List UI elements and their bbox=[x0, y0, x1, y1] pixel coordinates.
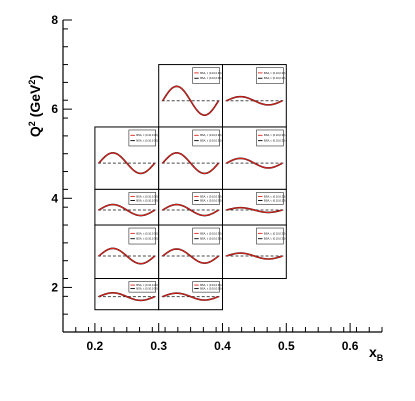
panel-legend-text: BSA, t: (0.10,0.30) bbox=[200, 283, 221, 287]
panel-legend-text: BSA, t: (0.10,0.30) bbox=[136, 133, 157, 137]
panel-legend-text: BSA, t: (0.10,0.30) bbox=[200, 286, 221, 290]
kinematic-bin-panel: BSA, t: (0.10,0.30)BSA, t: (0.10,0.30) bbox=[158, 188, 223, 226]
panel-legend-box bbox=[192, 129, 220, 147]
panel-legend: BSA, t: (0.10,0.30) BSA, t: (0.10,0.30) bbox=[256, 129, 285, 147]
panel-legend-text: BSA, t: (0.10,0.30) bbox=[264, 76, 285, 80]
x-tick-label: 0.5 bbox=[278, 339, 295, 353]
panel-legend-text: BSA, t: (0.10,0.30) bbox=[200, 71, 221, 75]
panel-legend-box bbox=[192, 281, 220, 293]
kinematic-bin-panel: BSA, t: (0.10,0.30) BSA, t: (0.10,0.30) bbox=[222, 126, 287, 190]
x-axis-title-sub: B bbox=[377, 353, 384, 363]
panel-model-curve bbox=[98, 152, 156, 175]
panel-legend-box bbox=[192, 227, 220, 245]
panel-model-curve bbox=[162, 204, 219, 217]
panel-legend: BSA, t: (0.10,0.30)BSA, t: (0.10,0.30) bbox=[256, 192, 285, 205]
kinematic-bin-panel: BSA, t: (0.10,0.30)BSA, t: (0.10,0.30) bbox=[158, 278, 223, 311]
panel-legend-text: BSA, t: (0.10,0.30) bbox=[200, 237, 221, 241]
panel-legend-box bbox=[192, 192, 220, 205]
x-tick-label: 0.4 bbox=[214, 339, 231, 353]
y-axis-title: Q2 (GeV2) bbox=[27, 75, 43, 137]
panel-legend: BSA, t: (0.10,0.30) BSA, t: (0.10,0.30) bbox=[128, 227, 158, 245]
panel-model-curve bbox=[162, 152, 219, 175]
panel-legend-text: BSA, t: (0.10,0.30) bbox=[136, 283, 157, 287]
kinematic-bin-panel: BSA, t: (0.10,0.30)BSA, t: (0.10,0.30) bbox=[222, 188, 287, 226]
kinematic-bin-panel: BSA, t: (0.10,0.30)BSA, t: (0.10,0.30) bbox=[94, 278, 160, 311]
y-tick-label: 6 bbox=[51, 102, 58, 116]
kinematic-bin-panel: BSA, t: (0.10,0.30) BSA, t: (0.10,0.30) bbox=[94, 126, 160, 190]
x-tick-label: 0.2 bbox=[87, 339, 104, 353]
panel-legend-text: BSA, t: (0.10,0.30) bbox=[200, 231, 221, 235]
panel-model-curve bbox=[226, 96, 283, 106]
panel-model-curve bbox=[98, 292, 155, 301]
panel-legend-text: BSA, t: (0.10,0.30) bbox=[136, 286, 157, 290]
y-axis-title-sup1: 2 bbox=[27, 121, 37, 126]
panel-legend-text: BSA, t: (0.10,0.30) bbox=[136, 231, 157, 235]
panel-legend-text: BSA, t: (0.10,0.30) bbox=[264, 231, 285, 235]
panel-model-curve bbox=[226, 157, 283, 169]
y-tick-label: 8 bbox=[51, 13, 58, 27]
panel-legend-text: BSA, t: (0.10,0.30) bbox=[264, 237, 285, 241]
panel-legend-box bbox=[128, 227, 156, 245]
kinematic-bin-panel: BSA, t: (0.10,0.30)BSA, t: (0.10,0.30) bbox=[158, 64, 223, 128]
panels-layer: BSA, t: (0.10,0.30)BSA, t: (0.10,0.30)BS… bbox=[94, 64, 287, 311]
panel-legend-box bbox=[128, 129, 156, 147]
panel-legend-text: BSA, t: (0.10,0.30) bbox=[200, 198, 221, 202]
panel-legend-box bbox=[256, 67, 284, 84]
panel-legend-box bbox=[256, 192, 284, 205]
x-axis-title-main: x bbox=[369, 344, 377, 360]
y-axis-title-unit: (GeV bbox=[27, 84, 43, 121]
panel-legend-text: BSA, t: (0.10,0.30) bbox=[136, 198, 157, 202]
panel-legend-text: BSA, t: (0.10,0.30) bbox=[136, 139, 157, 143]
panel-legend-box bbox=[256, 129, 284, 147]
y-axis-title-close: ) bbox=[27, 75, 43, 80]
panel-legend-text: BSA, t: (0.10,0.30) bbox=[200, 139, 221, 143]
y-axis-title-sup2: 2 bbox=[27, 80, 37, 85]
panel-model-curve bbox=[226, 252, 283, 260]
panel-legend: BSA, t: (0.10,0.30)BSA, t: (0.10,0.30) bbox=[128, 281, 158, 293]
panel-model-curve bbox=[162, 248, 219, 264]
panel-legend-box bbox=[192, 67, 220, 84]
panel-legend-text: BSA, t: (0.10,0.30) bbox=[264, 198, 285, 202]
panel-legend-box bbox=[128, 192, 156, 205]
panel-model-curve bbox=[98, 204, 155, 217]
panel-legend: BSA, t: (0.10,0.30)BSA, t: (0.10,0.30) bbox=[128, 192, 158, 205]
panel-legend: BSA, t: (0.10,0.30)BSA, t: (0.10,0.30) bbox=[256, 67, 285, 84]
ticks-layer: 0.2 0.3 0.4 0.5 0.6 2 4 6 8 bbox=[51, 13, 383, 353]
kinematic-bin-panel: BSA, t: (0.10,0.30) BSA, t: (0.10,0.30) bbox=[158, 126, 223, 190]
x-tick-label: 0.3 bbox=[150, 339, 167, 353]
panel-legend-text: BSA, t: (0.10,0.30) bbox=[264, 133, 285, 137]
panel-legend-text: BSA, t: (0.10,0.30) bbox=[136, 194, 157, 198]
panel-legend: BSA, t: (0.10,0.30)BSA, t: (0.10,0.30) bbox=[192, 67, 222, 84]
panel-legend-box bbox=[256, 227, 284, 245]
panel-model-curve bbox=[98, 247, 156, 265]
panel-legend-text: BSA, t: (0.10,0.30) bbox=[264, 194, 285, 198]
kinematic-bin-panel: BSA, t: (0.10,0.30)BSA, t: (0.10,0.30) bbox=[222, 64, 287, 128]
x-tick-label: 0.6 bbox=[342, 339, 359, 353]
panel-legend-text: BSA, t: (0.10,0.30) bbox=[200, 194, 221, 198]
kinematic-bin-panel: BSA, t: (0.10,0.30) BSA, t: (0.10,0.30) bbox=[94, 224, 160, 280]
kinematic-bin-panel: BSA, t: (0.10,0.30) BSA, t: (0.10,0.30) bbox=[158, 224, 223, 280]
kinematic-bin-panel: BSA, t: (0.10,0.30)BSA, t: (0.10,0.30) bbox=[94, 188, 160, 226]
panel-legend-text: BSA, t: (0.10,0.30) bbox=[136, 237, 157, 241]
panel-legend-text: BSA, t: (0.10,0.30) bbox=[264, 71, 285, 75]
y-tick-label: 4 bbox=[51, 191, 58, 205]
panel-legend-text: BSA, t: (0.10,0.30) bbox=[200, 76, 221, 80]
panel-model-curve bbox=[162, 292, 219, 301]
y-axis-title-main: Q bbox=[27, 126, 43, 137]
panel-legend-box bbox=[128, 281, 156, 293]
kinematic-bin-panel: BSA, t: (0.10,0.30) BSA, t: (0.10,0.30) bbox=[222, 224, 287, 280]
panel-legend: BSA, t: (0.10,0.30) BSA, t: (0.10,0.30) bbox=[128, 129, 158, 147]
panel-legend-text: BSA, t: (0.10,0.30) bbox=[264, 139, 285, 143]
y-tick-label: 2 bbox=[51, 280, 58, 294]
panel-model-curve bbox=[226, 207, 283, 213]
x-axis-title: xB bbox=[369, 344, 384, 363]
panel-legend: BSA, t: (0.10,0.30)BSA, t: (0.10,0.30) bbox=[192, 192, 222, 205]
panel-legend-text: BSA, t: (0.10,0.30) bbox=[200, 133, 221, 137]
panel-legend: BSA, t: (0.10,0.30) BSA, t: (0.10,0.30) bbox=[192, 227, 222, 245]
panel-legend: BSA, t: (0.10,0.30) BSA, t: (0.10,0.30) bbox=[192, 129, 222, 147]
panel-legend: BSA, t: (0.10,0.30) BSA, t: (0.10,0.30) bbox=[256, 227, 285, 245]
panel-model-curve bbox=[162, 85, 219, 116]
panel-legend: BSA, t: (0.10,0.30)BSA, t: (0.10,0.30) bbox=[192, 281, 222, 293]
